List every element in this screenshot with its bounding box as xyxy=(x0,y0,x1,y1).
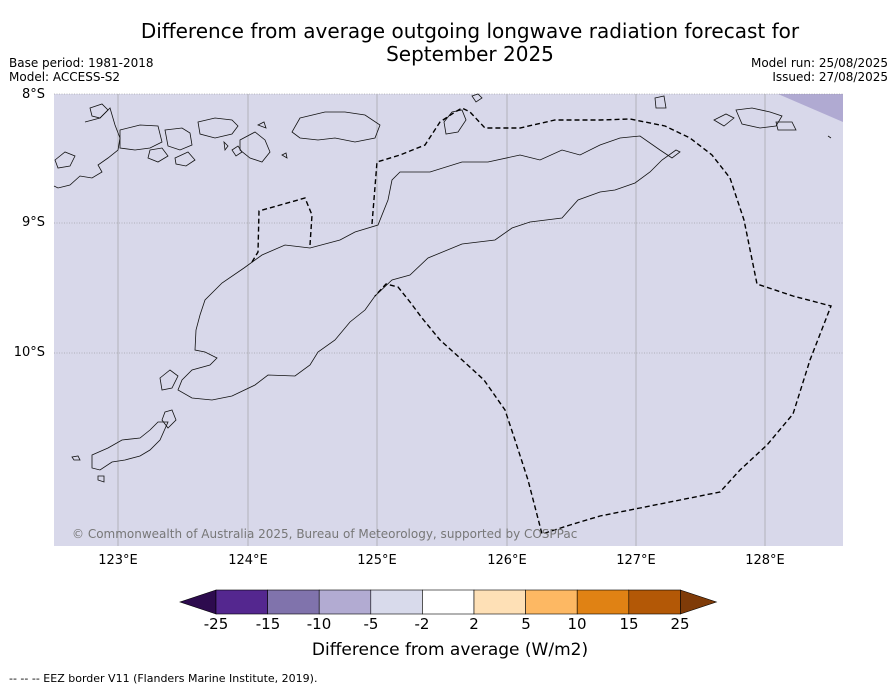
colorbar-cell xyxy=(473,589,526,615)
cbar-label: 25 xyxy=(670,615,690,633)
model-run: Model run: 25/08/2025 xyxy=(750,56,888,70)
coastlines xyxy=(53,93,832,483)
model-name: Model: ACCESS-S2 xyxy=(9,70,121,84)
gridlines xyxy=(54,93,843,354)
lon-label-128e: 128°E xyxy=(745,553,785,568)
issued-date: Issued: 27/08/2025 xyxy=(772,70,888,84)
colorbar-cell xyxy=(525,589,578,615)
meridians xyxy=(117,94,766,546)
eez-border xyxy=(251,107,832,535)
lon-label-123e: 123°E xyxy=(98,553,138,568)
lon-label-127e: 127°E xyxy=(616,553,656,568)
colorbar-extend-high xyxy=(680,589,718,615)
anomaly-corner xyxy=(778,94,843,122)
cbar-label: -5 xyxy=(363,615,379,633)
lon-label-125e: 125°E xyxy=(357,553,397,568)
lat-label-10s: 10°S xyxy=(13,345,45,360)
lon-label-126e: 126°E xyxy=(487,553,527,568)
meta-left: Base period: 1981-2018 Model: ACCESS-S2 xyxy=(9,56,154,84)
colorbar-cell xyxy=(576,589,630,615)
lat-label-8s: 8°S xyxy=(21,87,45,102)
map-background xyxy=(54,94,843,546)
colorbar-cell xyxy=(422,589,475,615)
colorbar-extend-low xyxy=(179,589,217,615)
cbar-label: 15 xyxy=(619,615,639,633)
meta-right: Model run: 25/08/2025 Issued: 27/08/2025 xyxy=(751,56,888,84)
lon-label-124e: 124°E xyxy=(228,553,268,568)
cbar-label: -10 xyxy=(306,615,332,633)
cbar-label: 2 xyxy=(469,615,479,633)
copyright-text: © Commonwealth of Australia 2025, Bureau… xyxy=(72,527,578,541)
footer-note: -- -- -- EEZ border V11 (Flanders Marine… xyxy=(9,672,318,685)
base-period: Base period: 1981-2018 xyxy=(9,56,154,70)
lat-label-9s: 9°S xyxy=(21,215,45,230)
cbar-label: 10 xyxy=(567,615,587,633)
colorbar-cell xyxy=(628,589,681,615)
colorbar-title: Difference from average (W/m2) xyxy=(311,640,589,660)
colorbar-cell xyxy=(318,589,372,615)
cbar-label: -2 xyxy=(414,615,430,633)
cbar-label: -15 xyxy=(255,615,281,633)
colorbar-cell xyxy=(370,589,423,615)
chart-title: Difference from average outgoing longwav… xyxy=(140,19,800,66)
cbar-label: -25 xyxy=(203,615,229,633)
colorbar-cell xyxy=(215,589,268,615)
colorbar-cell xyxy=(267,589,320,615)
cbar-label: 5 xyxy=(521,615,531,633)
